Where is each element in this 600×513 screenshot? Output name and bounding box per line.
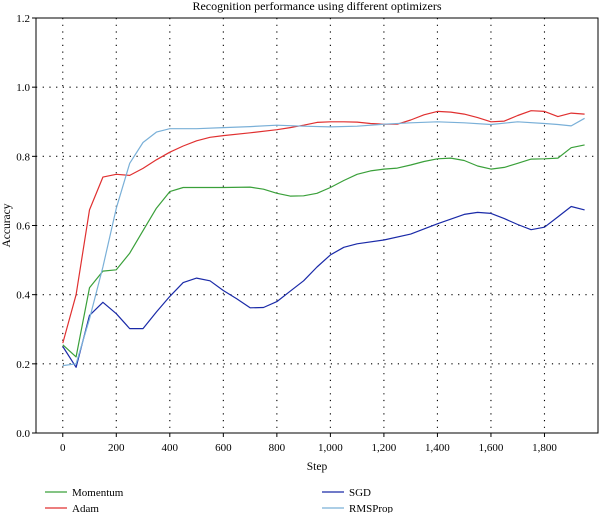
x-tick-label: 1,800 (532, 442, 557, 454)
y-axis-label: Accuracy (1, 203, 13, 247)
y-tick-label: 0.6 (16, 221, 30, 233)
series-line-adam (62, 110, 585, 344)
series-line-sgd (62, 205, 585, 368)
y-axis-ticks: 0.0 0.2 0.4 0.6 0.8 1.0 1.2 (16, 13, 36, 440)
series-line-momentum (62, 144, 585, 358)
y-tick-label: 0.4 (16, 290, 30, 302)
legend-label-rmsprop: RMSProp (349, 503, 394, 513)
plot-frame (35, 17, 599, 434)
y-tick-label: 0.2 (16, 359, 30, 371)
x-tick-label: 1,600 (479, 442, 504, 454)
x-tick-label: 800 (269, 442, 286, 454)
series-line-rmsprop (62, 117, 585, 367)
y-tick-label: 0.8 (16, 151, 30, 163)
legend-label-momentum: Momentum (72, 487, 124, 499)
x-tick-label: 0 (60, 442, 66, 454)
legend-label-sgd: SGD (349, 487, 371, 499)
x-tick-label: 400 (162, 442, 179, 454)
y-tick-label: 0.0 (16, 428, 30, 440)
series-lines (62, 110, 585, 368)
x-axis-ticks: 0 200 400 600 800 1,000 1,200 1,400 1,600 1,800 (60, 433, 557, 454)
x-tick-label: 600 (215, 442, 232, 454)
x-tick-label: 200 (108, 442, 125, 454)
legend-label-adam: Adam (72, 503, 99, 513)
x-axis-label: Step (307, 461, 328, 473)
grid (36, 18, 598, 433)
legend: Momentum SGD Adam RMSProp (45, 487, 394, 513)
chart-title: Recognition performance using different … (192, 0, 441, 13)
y-tick-label: 1.0 (16, 82, 30, 94)
x-tick-label: 1,400 (425, 442, 450, 454)
x-tick-label: 1,000 (318, 442, 343, 454)
y-tick-label: 1.2 (16, 13, 30, 25)
x-tick-label: 1,200 (372, 442, 397, 454)
